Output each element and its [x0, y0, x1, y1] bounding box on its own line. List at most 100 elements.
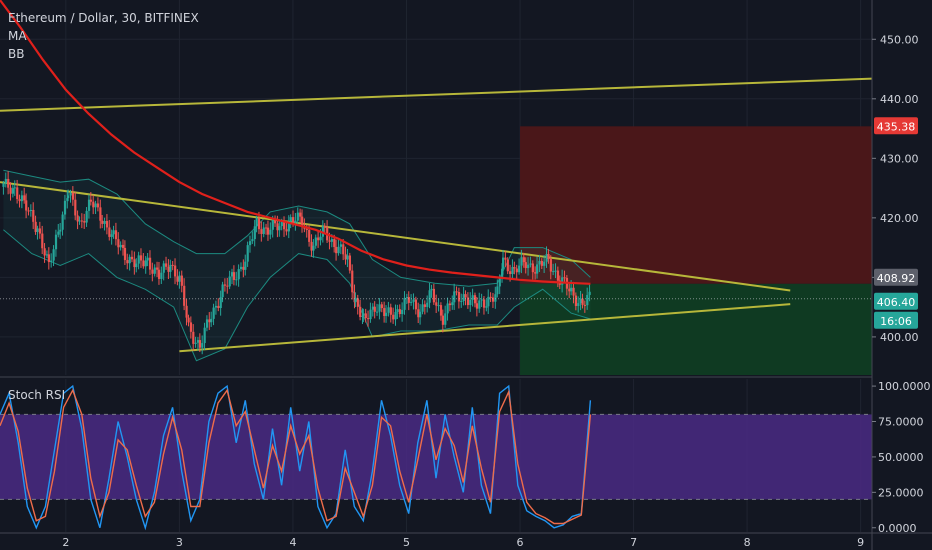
candle-body	[139, 255, 143, 261]
candle-body	[266, 227, 270, 235]
candle-body	[547, 254, 550, 260]
candle-body	[401, 309, 404, 315]
candle-body	[574, 295, 578, 306]
candle-body	[540, 260, 543, 266]
candle-body	[20, 195, 24, 202]
trendlines[interactable]	[0, 77, 873, 353]
candle-body	[583, 304, 587, 306]
candle-body	[133, 259, 136, 268]
stoch-rsi-pane	[0, 376, 872, 531]
candle-body	[568, 288, 571, 292]
candle-body	[464, 294, 467, 298]
candle-body	[339, 244, 343, 247]
candle-body	[396, 309, 399, 312]
candle-body	[183, 285, 186, 306]
candle-body	[135, 263, 138, 268]
candle-body	[178, 275, 181, 282]
candle-body	[482, 299, 486, 308]
stoch-rsi-title[interactable]: Stoch RSI	[8, 388, 65, 402]
candle-body	[71, 192, 75, 200]
candle-body	[232, 272, 236, 280]
candle-body	[421, 304, 424, 312]
candle-body	[455, 291, 458, 293]
indicator-label-bb[interactable]: BB	[8, 47, 24, 61]
candle-body	[128, 256, 131, 264]
candle-body	[534, 272, 537, 274]
y-tick-label-2: 430.00	[880, 152, 919, 165]
candle-body	[466, 297, 470, 306]
candle-body	[417, 309, 420, 318]
ma-line	[0, 0, 591, 285]
candle-body	[23, 195, 26, 201]
candle-body	[378, 304, 381, 312]
candle-body	[531, 263, 534, 273]
candle-body	[269, 229, 272, 235]
indicator-label-ma[interactable]: MA	[8, 29, 27, 43]
candle-body	[185, 305, 188, 318]
candle-body	[342, 244, 345, 255]
candle-body	[174, 265, 177, 277]
candle-body	[187, 317, 190, 323]
candle-body	[494, 294, 497, 302]
candle-body	[501, 257, 505, 269]
candle-body	[509, 271, 512, 275]
candle-body	[36, 228, 39, 232]
candle-body	[435, 302, 438, 306]
candle-body	[117, 239, 120, 248]
candle-body	[101, 220, 104, 224]
stoch-tick-label-1: 75.0000	[878, 416, 924, 429]
candle-body	[85, 210, 88, 223]
y-tick-label-0: 450.00	[880, 33, 919, 46]
candle-body	[142, 260, 145, 267]
position-box[interactable]	[520, 126, 872, 375]
candle-body	[511, 267, 514, 275]
y-tick-label-1: 440.00	[880, 93, 919, 106]
candle-body	[414, 299, 418, 310]
candle-body	[308, 229, 311, 242]
candle-body	[480, 299, 483, 301]
candle-body	[410, 301, 413, 303]
x-tick-label-2: 4	[289, 536, 296, 549]
candle-body	[367, 318, 370, 320]
candle-body	[536, 264, 539, 274]
candle-body	[151, 269, 154, 274]
candle-body	[244, 261, 247, 270]
candle-body	[504, 257, 507, 260]
candle-body	[337, 246, 340, 254]
candle-body	[126, 260, 129, 264]
candle-body	[538, 260, 541, 265]
candle-body	[192, 331, 195, 344]
candle-body	[223, 284, 227, 286]
candle-body	[208, 319, 211, 323]
candle-body	[280, 222, 283, 227]
candle-body	[114, 230, 118, 240]
candle-body	[103, 220, 106, 224]
x-tick-label-1: 3	[176, 536, 183, 549]
price-badge-0	[874, 117, 918, 135]
candle-body	[112, 230, 115, 235]
candle-body	[471, 295, 474, 300]
candle-body	[333, 239, 336, 247]
candle-body	[43, 248, 46, 256]
candle-body	[403, 297, 406, 310]
candle-body	[506, 259, 509, 272]
candle-body	[196, 340, 200, 343]
candle-body	[563, 277, 566, 279]
candles	[2, 171, 591, 355]
candle-body	[11, 188, 15, 194]
candle-body	[205, 319, 209, 328]
candle-body	[260, 229, 263, 234]
candle-body	[489, 296, 492, 298]
candle-body	[524, 262, 527, 269]
candle-body	[473, 295, 477, 304]
candle-body	[148, 257, 152, 270]
y-tick-label-5: 400.00	[880, 331, 919, 344]
candle-body	[579, 298, 582, 304]
candle-body	[491, 297, 495, 302]
candle-body	[165, 263, 168, 267]
candle-body	[221, 284, 224, 298]
candle-body	[383, 308, 386, 317]
candle-body	[513, 267, 516, 269]
